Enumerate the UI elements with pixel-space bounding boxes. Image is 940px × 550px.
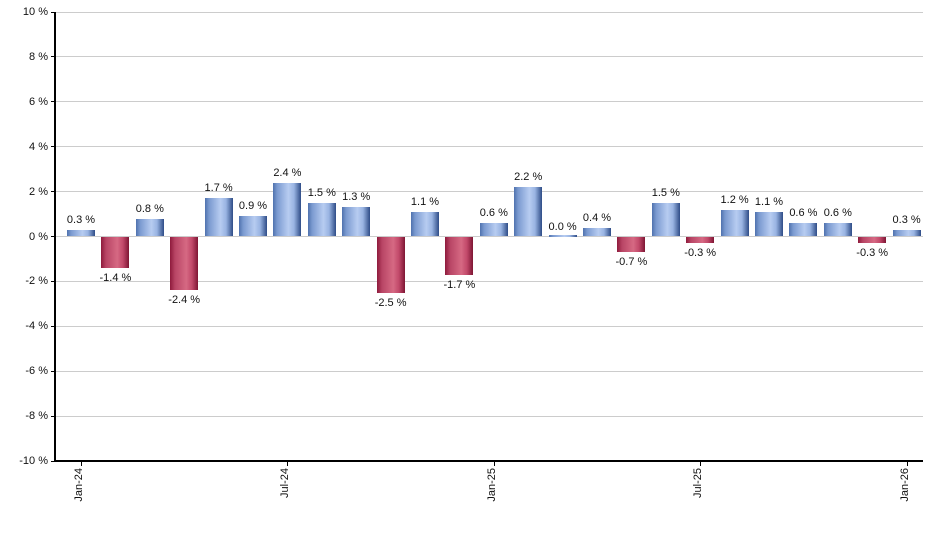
x-axis-line <box>54 460 923 462</box>
bar-value-label: 0.4 % <box>582 211 612 224</box>
bar-positive <box>342 207 371 237</box>
bar-positive <box>307 202 336 237</box>
bar-value-label: -0.3 % <box>684 247 717 260</box>
y-axis-tick <box>51 325 55 327</box>
bar-value-label: -1.7 % <box>443 278 476 291</box>
y-axis-tick <box>51 146 55 148</box>
bar-positive <box>651 202 680 237</box>
x-axis-tick <box>700 461 702 466</box>
y-axis-label: -4 % <box>25 320 48 333</box>
bar-value-label: -0.3 % <box>856 247 889 260</box>
x-axis-label: Jan-24 <box>73 468 85 502</box>
gridline--8 <box>55 415 923 417</box>
bar-value-label: 0.6 % <box>823 207 852 220</box>
bar-value-label: 1.7 % <box>204 182 233 195</box>
bar-negative <box>686 236 715 244</box>
bar-value-label: 2.2 % <box>514 171 543 184</box>
y-axis-line <box>54 12 56 461</box>
gridline-4 <box>55 146 923 148</box>
y-axis-label: 0 % <box>29 230 48 243</box>
x-axis-label: Jul-24 <box>279 468 292 498</box>
x-axis-tick <box>81 461 82 466</box>
bar-positive <box>548 235 577 237</box>
bar-value-label: 0.8 % <box>135 202 164 215</box>
bar-value-label: 1.5 % <box>651 186 680 199</box>
bar-value-label: -0.7 % <box>615 256 648 269</box>
gridline-6 <box>55 101 923 103</box>
x-axis-tick <box>493 461 495 466</box>
gridline-10 <box>55 11 923 13</box>
bar-negative <box>617 236 646 253</box>
bar-value-label: 0.3 % <box>892 213 921 226</box>
y-axis-tick <box>51 280 55 282</box>
bar-positive <box>204 198 233 237</box>
bar-value-label: 1.3 % <box>342 191 371 204</box>
gridline--2 <box>55 280 923 282</box>
bar-value-label: 2.4 % <box>273 166 302 179</box>
bar-value-label: -1.4 % <box>99 271 132 284</box>
gridline--6 <box>55 370 923 372</box>
bar-value-label: 0.6 % <box>479 207 508 220</box>
y-axis-label: -10 % <box>19 455 48 467</box>
y-axis-tick <box>51 191 55 193</box>
bar-positive <box>273 182 302 237</box>
x-axis-label: Jan-26 <box>898 468 911 502</box>
bar-value-label: 1.1 % <box>410 195 440 208</box>
bar-negative <box>376 236 405 293</box>
bar-positive <box>479 223 508 237</box>
gridline-0 <box>55 236 923 237</box>
bar-negative <box>170 236 199 291</box>
y-axis-label: 4 % <box>29 140 48 153</box>
y-axis-tick <box>51 460 55 462</box>
y-axis-label: 8 % <box>29 50 48 63</box>
gridline--4 <box>55 325 923 327</box>
bar-positive <box>514 187 543 237</box>
bar-positive <box>789 223 818 237</box>
y-axis-tick <box>51 101 55 103</box>
y-axis-label: -8 % <box>25 410 48 423</box>
x-axis-tick <box>287 461 289 466</box>
bar-value-label: 1.1 % <box>754 195 784 208</box>
bar-negative <box>445 236 474 275</box>
bar-negative <box>858 236 887 244</box>
y-axis-label: -2 % <box>25 275 48 288</box>
bar-positive <box>755 211 783 237</box>
gridline-8 <box>55 56 923 58</box>
bar-value-label: 1.5 % <box>307 186 336 199</box>
y-axis-tick <box>51 370 55 372</box>
bar-positive <box>239 216 267 237</box>
bar-value-label: -2.4 % <box>168 294 201 307</box>
x-axis-tick <box>906 461 908 466</box>
bar-value-label: -2.5 % <box>374 296 407 309</box>
bar-positive <box>67 229 95 237</box>
bar-positive <box>892 229 921 237</box>
y-axis-label: -6 % <box>25 365 48 378</box>
bar-positive <box>583 227 611 237</box>
x-axis-label: Jul-25 <box>692 468 705 498</box>
bar-positive <box>720 209 749 237</box>
x-axis-label: Jan-25 <box>485 468 498 502</box>
bar-value-label: 0.3 % <box>66 213 96 226</box>
y-axis-tick <box>51 56 55 58</box>
y-axis-label: 2 % <box>29 185 48 198</box>
y-axis-tick <box>51 236 55 237</box>
bar-negative <box>101 236 130 268</box>
gridline-2 <box>55 191 923 193</box>
y-axis-label: 6 % <box>29 95 48 108</box>
bar-value-label: 1.2 % <box>720 193 749 206</box>
bar-value-label: 0.6 % <box>789 207 818 220</box>
bar-positive <box>823 223 852 237</box>
bar-value-label: 0.9 % <box>238 200 268 213</box>
y-axis-tick <box>51 415 55 417</box>
bar-positive <box>135 218 164 237</box>
bar-value-label: 0.0 % <box>548 220 577 233</box>
y-axis-label: 10 % <box>22 6 48 18</box>
y-axis-tick <box>51 11 55 13</box>
bar-positive <box>411 211 439 237</box>
